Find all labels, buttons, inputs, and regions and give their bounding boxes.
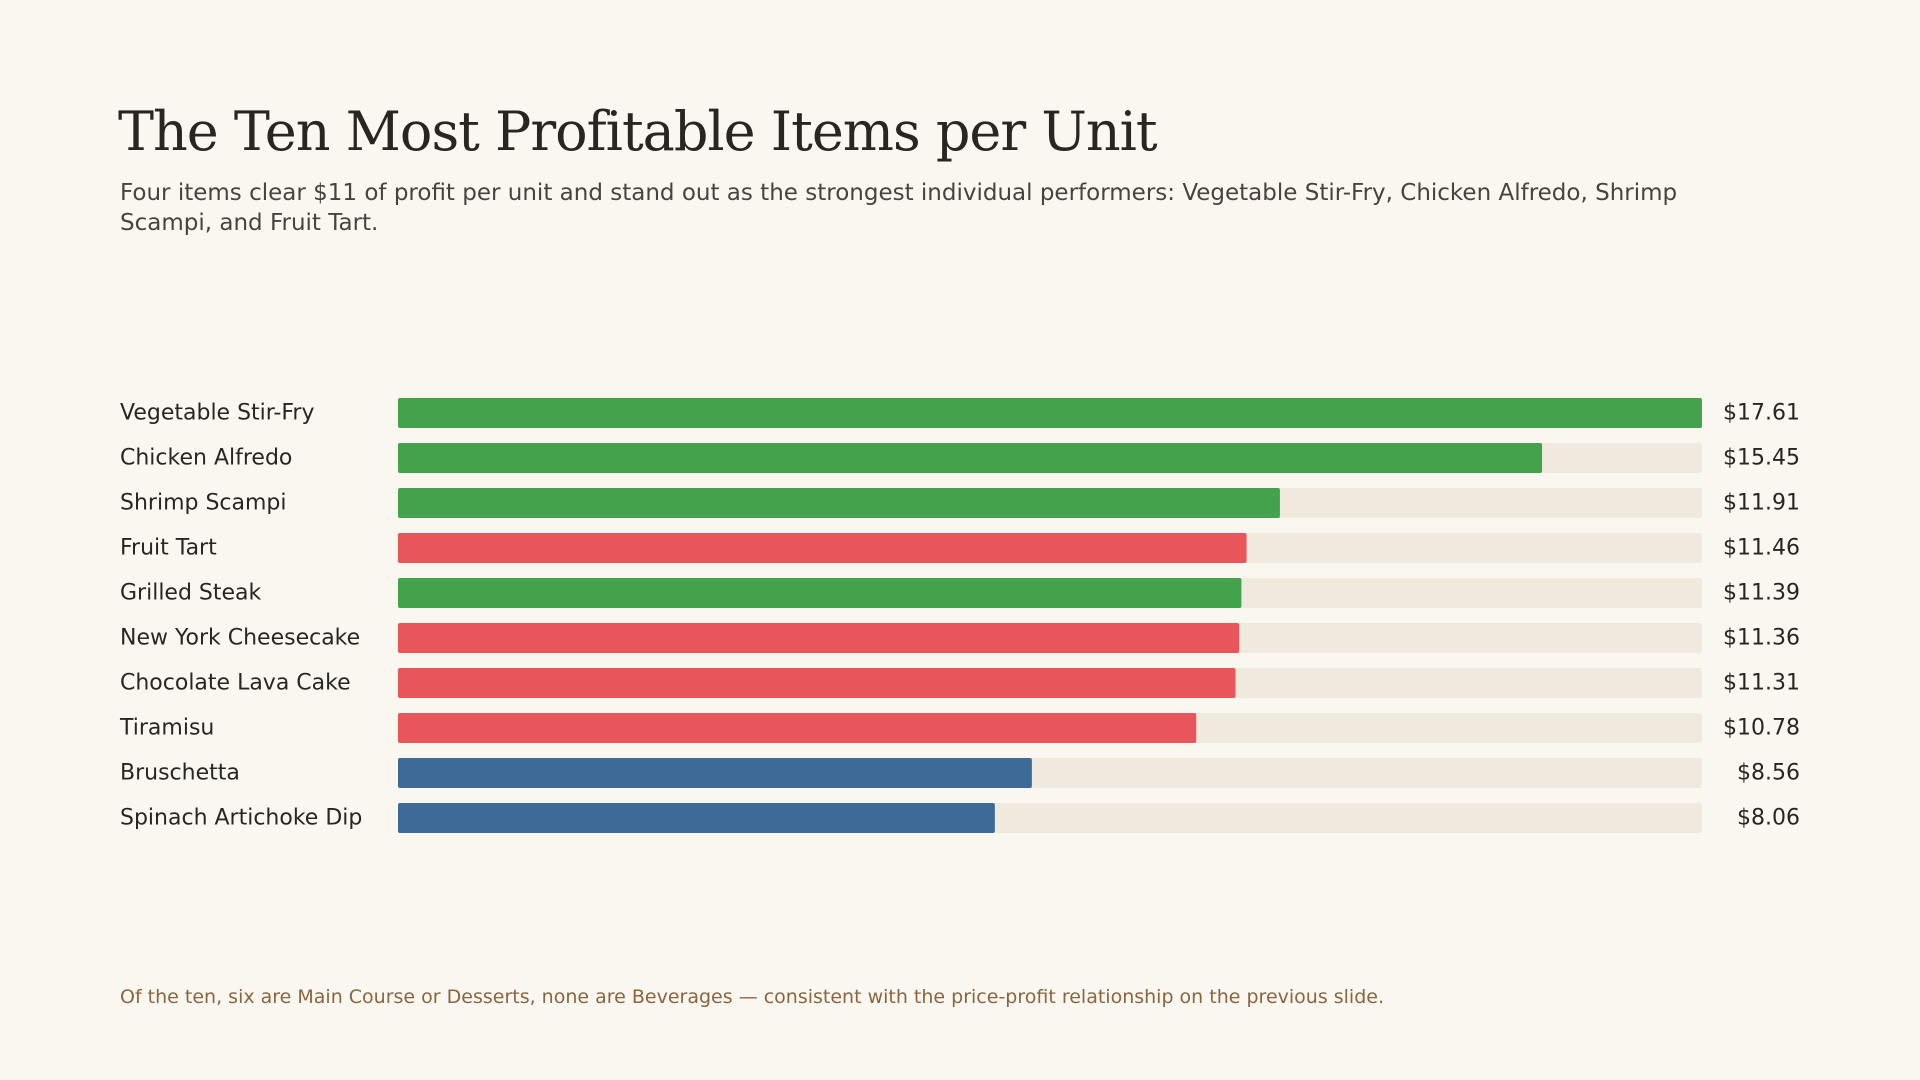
footnote: Of the ten, six are Main Course or Desse… — [120, 986, 1385, 1008]
bar-fruit-tart — [398, 533, 1247, 563]
value-label-vegetable-stir-fry: $17.61 — [1723, 401, 1800, 426]
value-label-tiramisu: $10.78 — [1723, 716, 1800, 741]
value-label-fruit-tart: $11.46 — [1723, 536, 1800, 561]
bar-vegetable-stir-fry — [398, 398, 1702, 428]
value-label-chicken-alfredo: $15.45 — [1723, 446, 1800, 471]
slide-subtitle: Four items clear $11 of profit per unit … — [120, 180, 1678, 236]
bar-bruschetta — [398, 758, 1032, 788]
bar-row-new-york-cheesecake: New York Cheesecake $11.36 — [120, 623, 1800, 653]
category-label-chocolate-lava-cake: Chocolate Lava Cake — [120, 671, 351, 696]
bar-grilled-steak — [398, 578, 1242, 608]
slide-title: The Ten Most Profitable Items per Unit — [118, 100, 1158, 163]
category-label-fruit-tart: Fruit Tart — [120, 536, 217, 561]
value-label-bruschetta: $8.56 — [1737, 761, 1800, 786]
category-label-shrimp-scampi: Shrimp Scampi — [120, 491, 287, 516]
bar-row-shrimp-scampi: Shrimp Scampi $11.91 — [120, 488, 1800, 518]
category-label-vegetable-stir-fry: Vegetable Stir-Fry — [120, 401, 315, 426]
category-label-bruschetta: Bruschetta — [120, 761, 240, 786]
value-label-grilled-steak: $11.39 — [1723, 581, 1800, 606]
bar-shrimp-scampi — [398, 488, 1280, 518]
bar-row-chocolate-lava-cake: Chocolate Lava Cake $11.31 — [120, 668, 1800, 698]
category-label-grilled-steak: Grilled Steak — [120, 581, 262, 606]
value-label-shrimp-scampi: $11.91 — [1723, 491, 1800, 516]
bar-row-grilled-steak: Grilled Steak $11.39 — [120, 578, 1800, 608]
bar-row-bruschetta: Bruschetta $8.56 — [120, 758, 1800, 788]
bar-row-fruit-tart: Fruit Tart $11.46 — [120, 533, 1800, 563]
category-label-new-york-cheesecake: New York Cheesecake — [120, 626, 360, 651]
bar-chocolate-lava-cake — [398, 668, 1236, 698]
bar-new-york-cheesecake — [398, 623, 1240, 653]
bar-chicken-alfredo — [398, 443, 1543, 473]
bar-spinach-artichoke-dip — [398, 803, 995, 833]
value-label-new-york-cheesecake: $11.36 — [1723, 626, 1800, 651]
bar-row-spinach-artichoke-dip: Spinach Artichoke Dip $8.06 — [120, 803, 1800, 833]
value-label-spinach-artichoke-dip: $8.06 — [1737, 806, 1800, 831]
bar-row-chicken-alfredo: Chicken Alfredo $15.45 — [120, 443, 1800, 473]
value-label-chocolate-lava-cake: $11.31 — [1723, 671, 1800, 696]
bar-row-vegetable-stir-fry: Vegetable Stir-Fry $17.61 — [120, 398, 1800, 428]
category-label-chicken-alfredo: Chicken Alfredo — [120, 446, 292, 471]
bar-tiramisu — [398, 713, 1197, 743]
category-label-spinach-artichoke-dip: Spinach Artichoke Dip — [120, 806, 362, 831]
category-label-tiramisu: Tiramisu — [119, 716, 214, 741]
bar-row-tiramisu: Tiramisu $10.78 — [119, 713, 1800, 743]
